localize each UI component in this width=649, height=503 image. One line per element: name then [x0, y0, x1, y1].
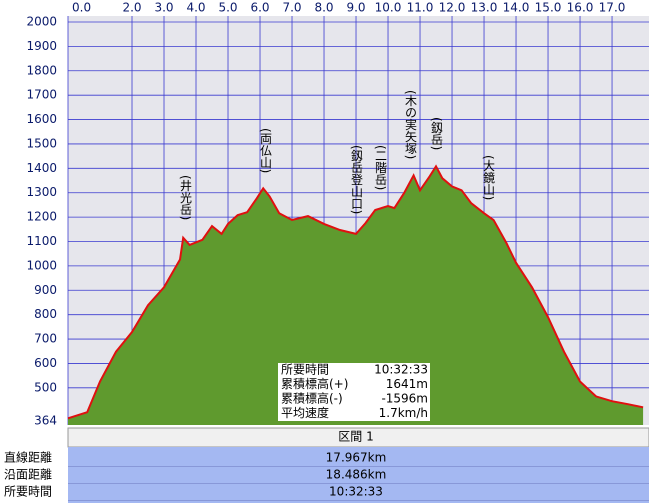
x-tick-label: 17.0: [599, 1, 626, 15]
x-tick-label: 12.0: [439, 1, 466, 15]
y-tick-label: 1400: [26, 161, 57, 175]
row-label: 所要時間: [4, 485, 52, 499]
x-tick-label: 0.0: [72, 1, 91, 15]
info-label: 平均速度: [281, 405, 329, 420]
table-body-bg: [68, 447, 649, 503]
y-tick-label: 900: [34, 283, 57, 297]
y-tick-label: 1700: [26, 88, 57, 102]
x-tick-label: 2.0: [122, 1, 141, 15]
row-value: 10:32:33: [329, 485, 383, 499]
x-tick-label: 6.0: [250, 1, 269, 15]
peak-label: (木の実矢塚): [404, 90, 418, 159]
x-tick-label: 10.0: [375, 1, 402, 15]
x-tick-label: 13.0: [471, 1, 498, 15]
info-label: 所要時間: [281, 363, 329, 377]
x-tick-label: 3.0: [154, 1, 173, 15]
info-value: 1.7km/h: [379, 406, 428, 420]
info-box: [278, 363, 430, 421]
info-value: 1641m: [386, 377, 428, 391]
peak-label: (両仏山): [259, 128, 273, 173]
x-tick-label: 9.0: [346, 1, 365, 15]
y-tick-label: 700: [34, 332, 57, 346]
y-tick-label: 1000: [26, 258, 57, 272]
table-header: 区間 1: [338, 430, 373, 444]
row-value: 17.967km: [326, 451, 387, 465]
y-tick-label: 2000: [26, 15, 57, 29]
y-tick-label: 800: [34, 307, 57, 321]
info-label: 累積標高(+): [281, 376, 348, 391]
y-tick-label: 1800: [26, 63, 57, 77]
y-tick-label: 1200: [26, 210, 57, 224]
peak-label: (釼岳登山口): [350, 145, 364, 214]
peak-label: (大鏡山): [482, 155, 496, 200]
x-tick-label: 14.0: [503, 1, 530, 15]
x-tick-label: 11.0: [407, 1, 434, 15]
row-label: 直線距離: [4, 450, 52, 465]
y-tick-label: 600: [34, 356, 57, 370]
row-label: 沿面距離: [4, 468, 52, 482]
peak-label: (二階岳): [374, 145, 388, 190]
info-label: 累積標高(-): [281, 391, 343, 406]
x-tick-label: 7.0: [282, 1, 301, 15]
x-tick-label: 16.0: [567, 1, 594, 15]
y-tick-label: 364: [34, 414, 57, 428]
y-tick-label: 1100: [26, 234, 57, 248]
x-tick-label: 8.0: [314, 1, 333, 15]
y-tick-label: 1900: [26, 39, 57, 53]
info-value: 10:32:33: [374, 363, 428, 377]
y-tick-label: 1300: [26, 185, 57, 199]
x-tick-label: 5.0: [218, 1, 237, 15]
x-tick-label: 4.0: [186, 1, 205, 15]
y-tick-label: 1500: [26, 136, 57, 150]
y-tick-label: 1600: [26, 112, 57, 126]
x-tick-label: 15.0: [535, 1, 562, 15]
route-line: [67, 164, 644, 420]
row-value: 18.486km: [326, 468, 387, 482]
y-tick-label: 500: [34, 380, 57, 394]
peak-label: (井光岳): [179, 175, 193, 220]
peak-label: (釼岳): [430, 117, 444, 150]
info-value: -1596m: [381, 392, 428, 406]
